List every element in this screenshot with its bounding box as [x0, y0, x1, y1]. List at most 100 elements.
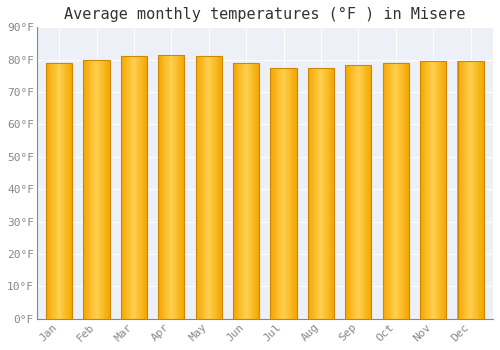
Bar [241, 63, 242, 319]
Bar [346, 64, 372, 319]
Bar [55, 63, 56, 319]
Bar [70, 63, 72, 319]
Bar [46, 63, 47, 319]
Bar [434, 61, 435, 319]
Bar [358, 64, 360, 319]
Bar [215, 56, 216, 319]
Bar [332, 68, 334, 319]
Bar [275, 68, 276, 319]
Bar [161, 55, 162, 319]
Bar [433, 61, 434, 319]
Bar [86, 60, 87, 319]
Bar [47, 63, 48, 319]
Bar [92, 60, 93, 319]
Bar [286, 68, 287, 319]
Bar [100, 60, 101, 319]
Bar [354, 64, 355, 319]
Bar [165, 55, 166, 319]
Bar [58, 63, 59, 319]
Bar [356, 64, 358, 319]
Bar [88, 60, 89, 319]
Bar [62, 63, 64, 319]
Bar [393, 63, 394, 319]
Bar [407, 63, 408, 319]
Bar [422, 61, 423, 319]
Bar [88, 60, 90, 319]
Bar [173, 55, 174, 319]
Bar [469, 61, 470, 319]
Bar [52, 63, 53, 319]
Bar [274, 68, 275, 319]
Bar [159, 55, 160, 319]
Bar [388, 63, 389, 319]
Bar [220, 56, 221, 319]
Bar [208, 56, 209, 319]
Bar [248, 63, 249, 319]
Bar [124, 56, 126, 319]
Bar [295, 68, 296, 319]
Bar [470, 61, 472, 319]
Bar [179, 55, 180, 319]
Bar [128, 56, 130, 319]
Bar [87, 60, 88, 319]
Bar [310, 68, 312, 319]
Bar [181, 55, 182, 319]
Bar [278, 68, 280, 319]
Bar [108, 60, 109, 319]
Bar [104, 60, 106, 319]
Bar [321, 68, 322, 319]
Bar [170, 55, 172, 319]
Bar [362, 64, 363, 319]
Bar [242, 63, 244, 319]
Bar [287, 68, 288, 319]
Bar [293, 68, 294, 319]
Bar [214, 56, 215, 319]
Bar [141, 56, 142, 319]
Bar [459, 61, 460, 319]
Bar [389, 63, 390, 319]
Bar [255, 63, 256, 319]
Bar [201, 56, 202, 319]
Bar [207, 56, 208, 319]
Bar [218, 56, 220, 319]
Bar [368, 64, 369, 319]
Bar [386, 63, 387, 319]
Bar [235, 63, 236, 319]
Bar [256, 63, 258, 319]
Bar [420, 61, 421, 319]
Bar [48, 63, 50, 319]
Bar [353, 64, 354, 319]
Bar [66, 63, 67, 319]
Bar [162, 55, 164, 319]
Bar [443, 61, 444, 319]
Bar [370, 64, 372, 319]
Bar [254, 63, 255, 319]
Bar [126, 56, 127, 319]
Bar [102, 60, 104, 319]
Bar [367, 64, 368, 319]
Bar [182, 55, 184, 319]
Bar [68, 63, 69, 319]
Bar [93, 60, 94, 319]
Bar [322, 68, 323, 319]
Bar [435, 61, 436, 319]
Bar [67, 63, 68, 319]
Bar [467, 61, 468, 319]
Bar [329, 68, 330, 319]
Bar [392, 63, 393, 319]
Bar [326, 68, 327, 319]
Bar [290, 68, 292, 319]
Bar [213, 56, 214, 319]
Bar [158, 55, 184, 319]
Bar [320, 68, 321, 319]
Bar [436, 61, 438, 319]
Bar [481, 61, 482, 319]
Bar [476, 61, 477, 319]
Bar [347, 64, 348, 319]
Bar [212, 56, 213, 319]
Bar [219, 56, 220, 319]
Bar [282, 68, 284, 319]
Bar [98, 60, 99, 319]
Bar [68, 63, 70, 319]
Bar [202, 56, 203, 319]
